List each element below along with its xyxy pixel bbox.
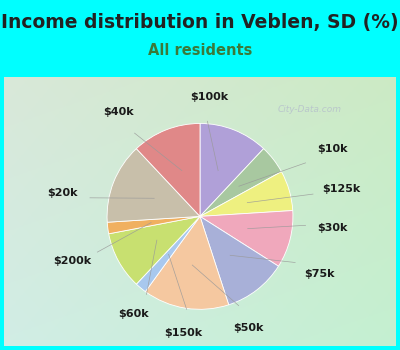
- Text: $150k: $150k: [164, 328, 202, 337]
- Wedge shape: [200, 149, 282, 216]
- Wedge shape: [109, 216, 200, 284]
- Wedge shape: [107, 149, 200, 222]
- Wedge shape: [200, 211, 293, 266]
- Wedge shape: [200, 216, 278, 305]
- Text: $50k: $50k: [233, 323, 264, 333]
- Text: $10k: $10k: [317, 145, 347, 154]
- Wedge shape: [200, 172, 293, 216]
- Wedge shape: [145, 216, 229, 309]
- Text: $125k: $125k: [322, 183, 360, 194]
- Text: $60k: $60k: [118, 309, 148, 319]
- Text: Income distribution in Veblen, SD (%): Income distribution in Veblen, SD (%): [1, 13, 399, 32]
- Wedge shape: [107, 216, 200, 234]
- Text: $30k: $30k: [317, 223, 347, 232]
- Text: City-Data.com: City-Data.com: [278, 105, 342, 114]
- Text: $20k: $20k: [47, 188, 78, 198]
- Text: All residents: All residents: [148, 43, 252, 58]
- Wedge shape: [136, 216, 200, 292]
- Wedge shape: [200, 124, 264, 216]
- Text: $100k: $100k: [190, 92, 228, 103]
- Text: $200k: $200k: [53, 256, 91, 266]
- Text: $40k: $40k: [103, 107, 134, 117]
- Wedge shape: [136, 124, 200, 216]
- Text: $75k: $75k: [304, 269, 334, 279]
